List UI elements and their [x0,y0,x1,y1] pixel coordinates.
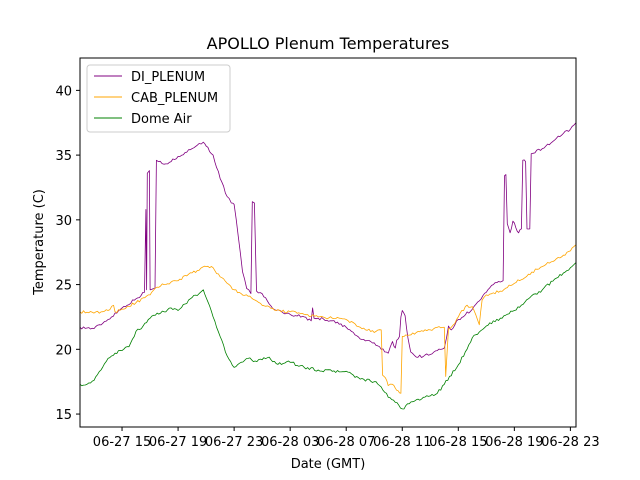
x-tick-label: 06-28 03 [261,435,319,450]
y-axis-label: Temperature (C) [32,189,47,296]
x-tick-label: 06-27 19 [149,435,207,450]
series-line-cab-plenum [80,244,576,394]
y-tick-label: 35 [55,149,72,164]
legend-label: Dome Air [131,112,192,127]
legend-label: DI_PLENUM [131,70,205,85]
x-tick-label: 06-28 23 [541,435,599,450]
legend: DI_PLENUM CAB_PLENUM Dome Air [86,64,231,133]
y-tick-label: 30 [55,214,72,229]
legend-box [86,64,231,133]
series-line-di-plenum [80,122,576,358]
x-axis-label: Date (GMT) [291,457,366,472]
x-tick-label: 06-28 15 [429,435,487,450]
x-tick-label: 06-28 19 [485,435,543,450]
x-tick-label: 06-28 11 [373,435,431,450]
x-tick-label: 06-27 23 [205,435,263,450]
y-tick-label: 15 [55,408,72,423]
chart-title: APOLLO Plenum Temperatures [207,34,450,53]
x-tick-label: 06-27 15 [93,435,151,450]
y-tick-label: 40 [55,84,72,99]
x-tick-label: 06-28 07 [317,435,375,450]
y-tick-label: 25 [55,279,72,294]
legend-label: CAB_PLENUM [131,91,218,106]
plot-frame [79,57,577,428]
series-line-dome-air [80,262,576,410]
y-tick-label: 20 [55,343,72,358]
series-layer [80,122,576,410]
